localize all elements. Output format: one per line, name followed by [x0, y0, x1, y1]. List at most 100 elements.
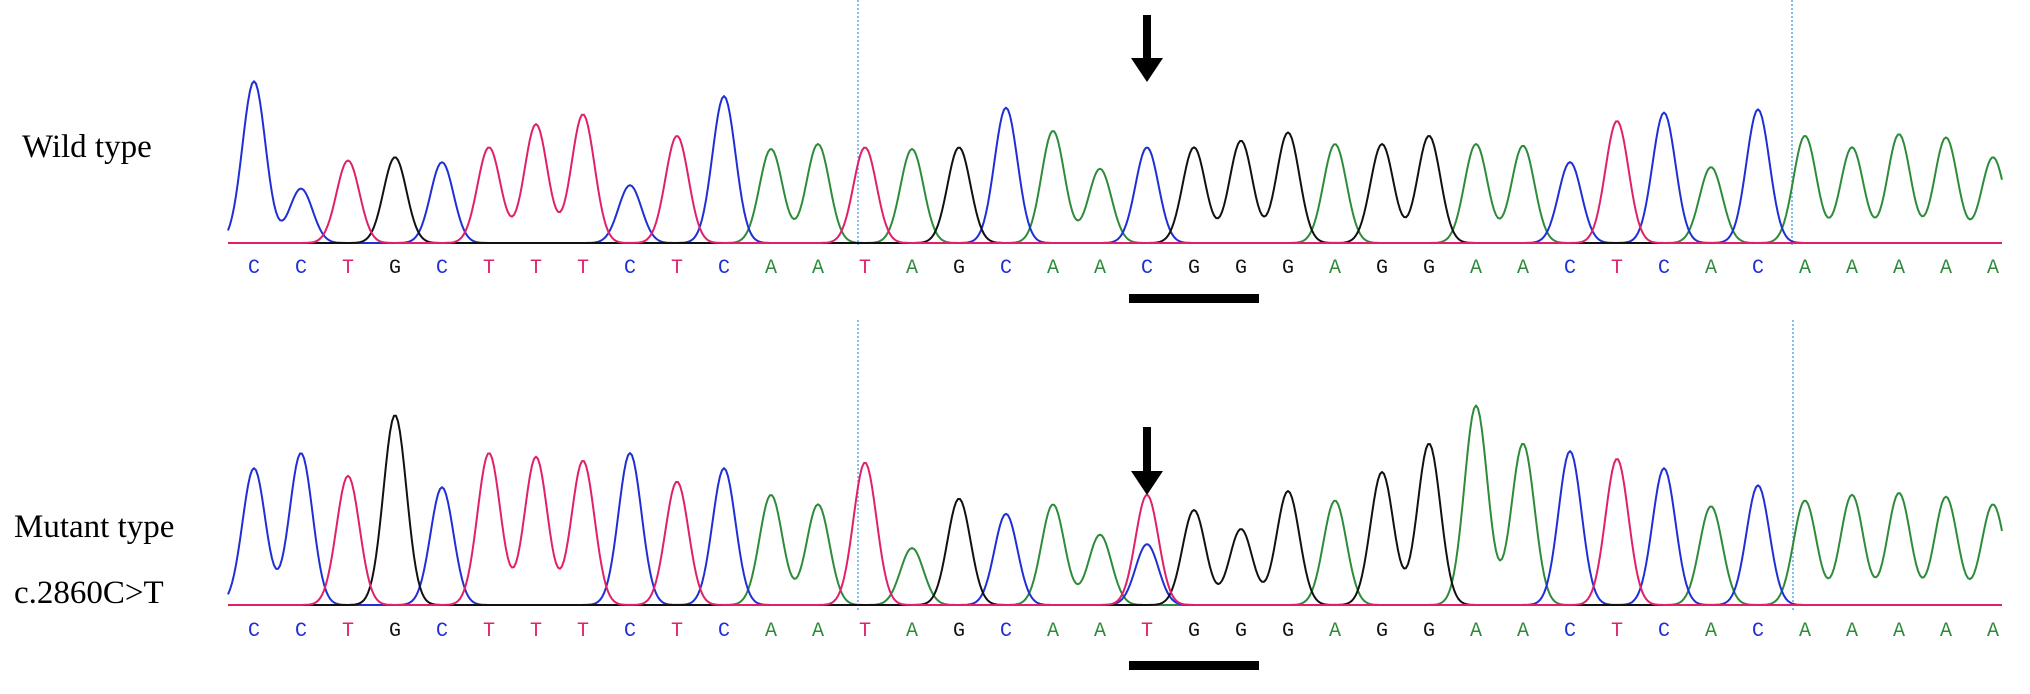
base-call: A [906, 620, 918, 643]
base-call: A [1799, 257, 1811, 280]
base-call: C [718, 257, 730, 280]
base-call: A [1705, 620, 1717, 643]
base-call: G [953, 257, 965, 280]
base-call: C [248, 257, 260, 280]
trace-a [228, 130, 2003, 244]
base-call: T [530, 257, 542, 280]
codon-underline [1129, 661, 1259, 670]
base-call: T [671, 620, 683, 643]
base-call: A [1470, 257, 1482, 280]
base-call: G [389, 257, 401, 280]
arrow-head [1131, 58, 1163, 82]
base-call: A [1987, 257, 1999, 280]
base-call: A [1094, 257, 1106, 280]
base-call: A [1940, 257, 1952, 280]
base-call: T [577, 620, 589, 643]
base-call: G [1235, 620, 1247, 643]
base-call: A [906, 257, 918, 280]
base-call: A [1940, 620, 1952, 643]
base-call: G [1376, 620, 1388, 643]
base-call: A [1047, 257, 1059, 280]
base-call: T [1141, 620, 1153, 643]
arrow-shaft [1143, 15, 1151, 60]
chromatogram-trace [227, 404, 2003, 606]
arrow-head [1131, 471, 1163, 495]
base-call: A [1846, 620, 1858, 643]
base-call: G [389, 620, 401, 643]
base-call: G [1282, 620, 1294, 643]
trace-a [228, 404, 2003, 606]
trace-t [228, 452, 2002, 606]
base-call: C [1000, 620, 1012, 643]
base-call: G [1235, 257, 1247, 280]
base-call: C [295, 620, 307, 643]
base-call: A [1329, 257, 1341, 280]
base-call: G [1282, 257, 1294, 280]
base-call: C [1658, 620, 1670, 643]
base-call: T [671, 257, 683, 280]
base-call: G [1423, 257, 1435, 280]
base-call: C [1141, 257, 1153, 280]
base-call: T [859, 257, 871, 280]
base-call: A [1470, 620, 1482, 643]
base-call: G [1423, 620, 1435, 643]
base-call: T [530, 620, 542, 643]
base-call: C [624, 620, 636, 643]
mutation-arrow-icon [1131, 427, 1163, 495]
trace-g [228, 131, 2002, 244]
base-call: A [1987, 620, 1999, 643]
base-call: A [1517, 257, 1529, 280]
base-call: A [1705, 257, 1717, 280]
chromatogram-trace [227, 80, 2003, 244]
trace-c [227, 450, 2002, 606]
base-call: C [436, 620, 448, 643]
base-call: C [624, 257, 636, 280]
base-call: A [1094, 620, 1106, 643]
base-call: C [1658, 257, 1670, 280]
trace-t [228, 113, 2002, 244]
base-call: A [812, 620, 824, 643]
base-call: G [953, 620, 965, 643]
base-call: T [342, 620, 354, 643]
base-call: C [1564, 620, 1576, 643]
base-call: A [765, 620, 777, 643]
base-call: A [1799, 620, 1811, 643]
base-call: A [1517, 620, 1529, 643]
base-call: C [1752, 257, 1764, 280]
base-call: C [1564, 257, 1576, 280]
base-call: A [1893, 257, 1905, 280]
base-call: A [1047, 620, 1059, 643]
base-call: T [577, 257, 589, 280]
base-call: T [1611, 257, 1623, 280]
mutation-notation-label: c.2860C>T [14, 575, 164, 611]
base-call: C [1000, 257, 1012, 280]
base-call: T [342, 257, 354, 280]
base-call: G [1376, 257, 1388, 280]
base-call: T [483, 620, 495, 643]
base-call: C [436, 257, 448, 280]
base-call: A [1893, 620, 1905, 643]
base-call: A [1846, 257, 1858, 280]
base-call: G [1188, 620, 1200, 643]
base-call: T [1611, 620, 1623, 643]
codon-underline [1129, 294, 1259, 303]
base-call: T [859, 620, 871, 643]
base-call: A [765, 257, 777, 280]
base-call: T [483, 257, 495, 280]
base-call: C [248, 620, 260, 643]
wild-type-panel: Wild type C C T G C T T T C T C A A T A G C A A C G G G A G G A A C T… [22, 0, 2003, 303]
mutant-type-panel: Mutant type c.2860C>T C C T G C T T T C T C A A T A G C A… [14, 320, 2003, 670]
base-call: A [812, 257, 824, 280]
base-call: A [1329, 620, 1341, 643]
base-call: C [1752, 620, 1764, 643]
wild-type-label: Wild type [22, 129, 152, 165]
base-call: G [1188, 257, 1200, 280]
base-call: C [295, 257, 307, 280]
mutant-type-label: Mutant type [14, 509, 174, 545]
base-call: C [718, 620, 730, 643]
trace-c [227, 80, 2002, 244]
mutation-arrow-icon [1131, 15, 1163, 82]
arrow-shaft [1143, 427, 1151, 473]
